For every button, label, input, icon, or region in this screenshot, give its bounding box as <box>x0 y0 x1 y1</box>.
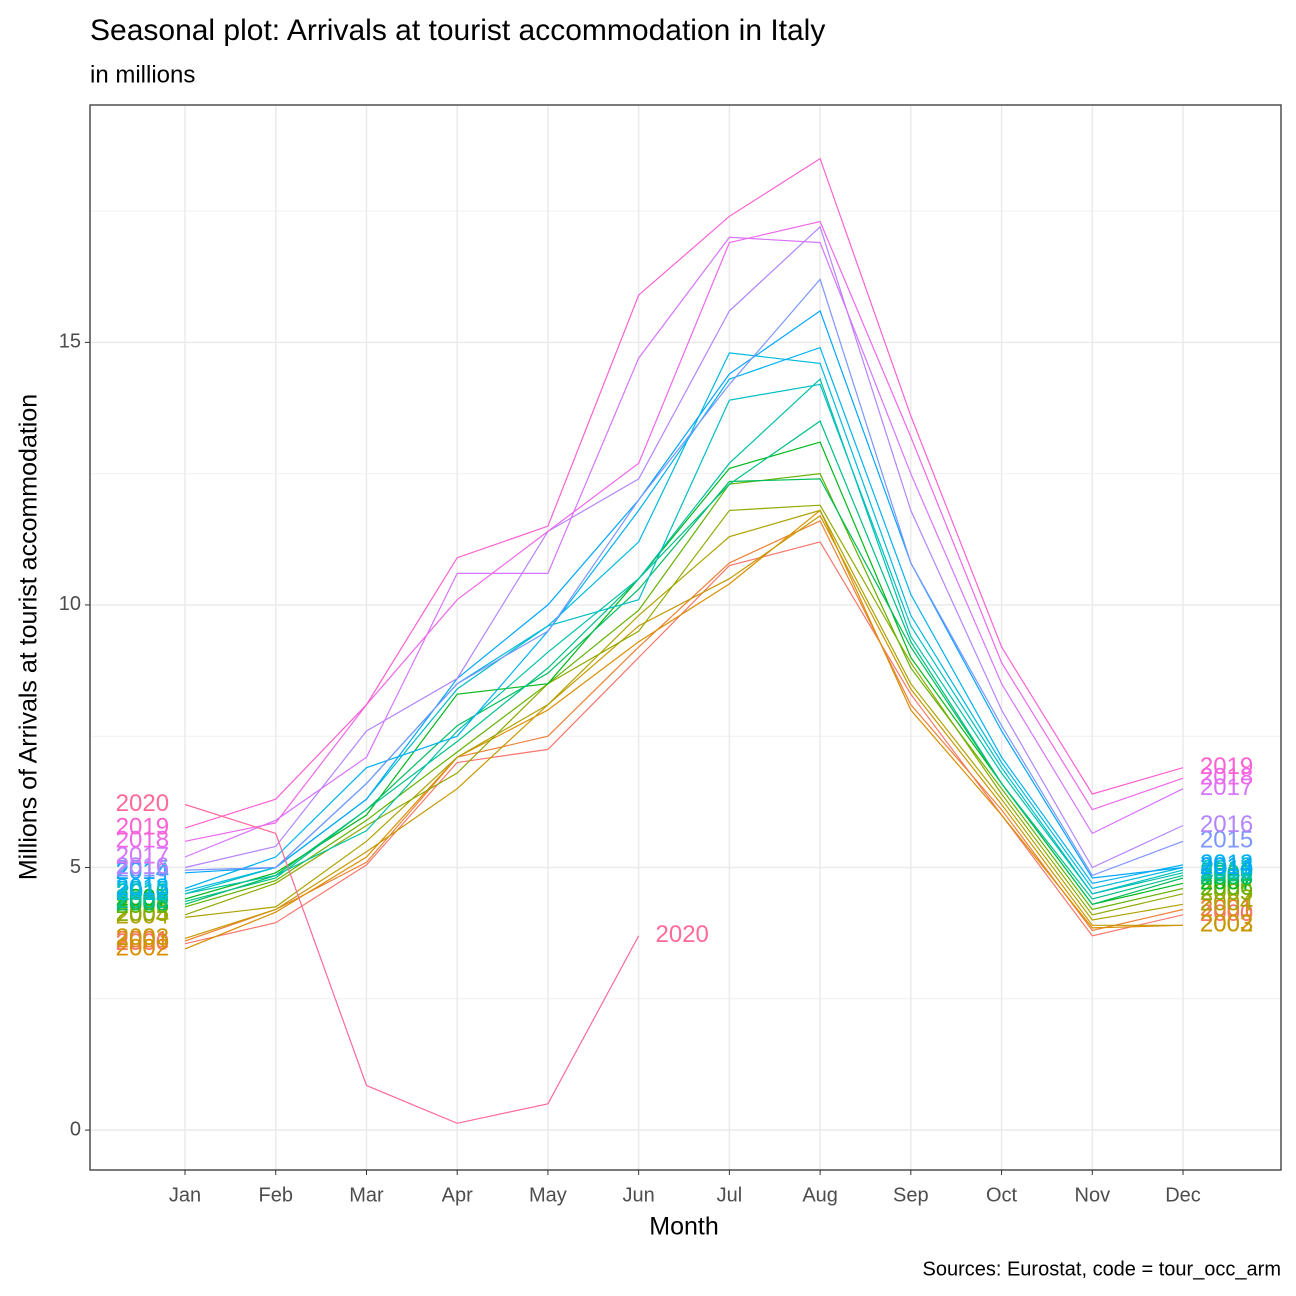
series-label-end: 2000 <box>1200 900 1253 927</box>
series-label-start: 2008 <box>116 890 169 917</box>
caption: Sources: Eurostat, code = tour_occ_arm <box>922 1258 1281 1280</box>
series-label-end: 2001 <box>1200 895 1253 922</box>
series-line <box>184 157 1184 829</box>
series-label-end: 2018 <box>1200 764 1253 791</box>
y-tick-label: 5 <box>70 856 81 878</box>
series-label-start: 2019 <box>116 813 169 840</box>
series-label-start: 2000 <box>116 929 169 956</box>
series-line <box>184 220 1184 842</box>
panel-border <box>89 104 1282 1171</box>
y-tick-label: 10 <box>59 593 81 615</box>
series-line <box>184 309 1184 879</box>
series-label-start: 2015 <box>116 855 169 882</box>
x-tick-label: Nov <box>1075 1184 1111 1206</box>
y-tick-label: 0 <box>70 1118 81 1140</box>
series-label-end: 2017 <box>1200 774 1253 801</box>
series-label-start: 2009 <box>116 887 169 914</box>
series-line <box>184 225 1184 869</box>
x-tick-label: Mar <box>349 1184 384 1206</box>
series-label-end: 2016 <box>1200 811 1253 838</box>
series-label-end: 2007 <box>1200 869 1253 896</box>
series-line <box>184 509 1184 921</box>
series-label-end: 2011 <box>1201 855 1253 882</box>
x-tick-label: May <box>529 1184 567 1206</box>
y-tick-label: 15 <box>59 331 81 353</box>
series-label-start: 2018 <box>116 827 169 854</box>
series-label-start: 2006 <box>116 892 169 919</box>
series-label-start: 2014 <box>116 858 169 885</box>
series-label-start: 2013 <box>116 874 169 901</box>
series-label-start: 2017 <box>116 842 169 869</box>
series-label-start: 2010 <box>116 879 169 906</box>
x-tick-label: Jun <box>623 1184 655 1206</box>
series-label-end: 2004 <box>1200 890 1253 917</box>
series-label-end: 2009 <box>1200 861 1253 888</box>
series-label-start: 2012 <box>116 876 169 903</box>
series-label-end: 2003 <box>1200 911 1253 938</box>
series-label-end: 2013 <box>1200 850 1253 877</box>
series-label-start: 2003 <box>116 924 169 951</box>
series-line <box>184 236 1184 858</box>
x-tick-label: Sep <box>893 1184 929 1206</box>
series-line <box>184 378 1184 895</box>
series-line <box>184 346 1184 890</box>
series-label-end: 2008 <box>1200 863 1253 890</box>
series-label-start: 2020 <box>116 790 169 817</box>
series-label-end: 2019 <box>1200 753 1253 780</box>
series-label-start: 2011 <box>117 879 169 906</box>
series-line <box>184 473 1184 911</box>
x-tick-label: Oct <box>986 1184 1018 1206</box>
series-label-end: 2002 <box>1200 911 1253 938</box>
series-label-end: 2006 <box>1200 874 1253 901</box>
y-axis-title: Millions of Arrivals at tourist accommod… <box>15 394 43 880</box>
series-label-end: 2014 <box>1200 853 1253 880</box>
series-line <box>184 514 1183 939</box>
series-line <box>184 420 1184 903</box>
x-tick-label: Jul <box>717 1184 743 1206</box>
series-label-start: 2005 <box>116 900 169 927</box>
series-line <box>184 541 1184 945</box>
series-label-start: 2001 <box>116 926 169 953</box>
series-label-end: 2015 <box>1200 827 1253 854</box>
series-line <box>184 278 1184 877</box>
series-label-start: 2007 <box>116 884 169 911</box>
chart-title: Seasonal plot: Arrivals at tourist accom… <box>90 14 825 47</box>
series-label-start: 2002 <box>116 934 169 961</box>
series-line <box>184 509 1184 950</box>
x-tick-label: Feb <box>258 1184 292 1206</box>
series-label-start: 2016 <box>116 853 169 880</box>
series-label-end: 2010 <box>1200 858 1253 885</box>
series-label-end: 2012 <box>1200 853 1253 880</box>
series-line <box>184 504 1184 916</box>
series-label-end: 2005 <box>1200 879 1253 906</box>
chart-subtitle: in millions <box>90 61 195 88</box>
x-tick-label: Apr <box>442 1184 473 1206</box>
x-axis-title: Month <box>649 1213 718 1241</box>
x-tick-label: Aug <box>802 1184 838 1206</box>
series-label-start: 2004 <box>116 903 169 930</box>
x-tick-label: Dec <box>1165 1184 1201 1206</box>
series-label-end: 2020 <box>656 921 709 948</box>
x-tick-label: Jan <box>169 1184 201 1206</box>
series-line <box>184 803 640 1124</box>
series-line <box>184 520 1184 942</box>
